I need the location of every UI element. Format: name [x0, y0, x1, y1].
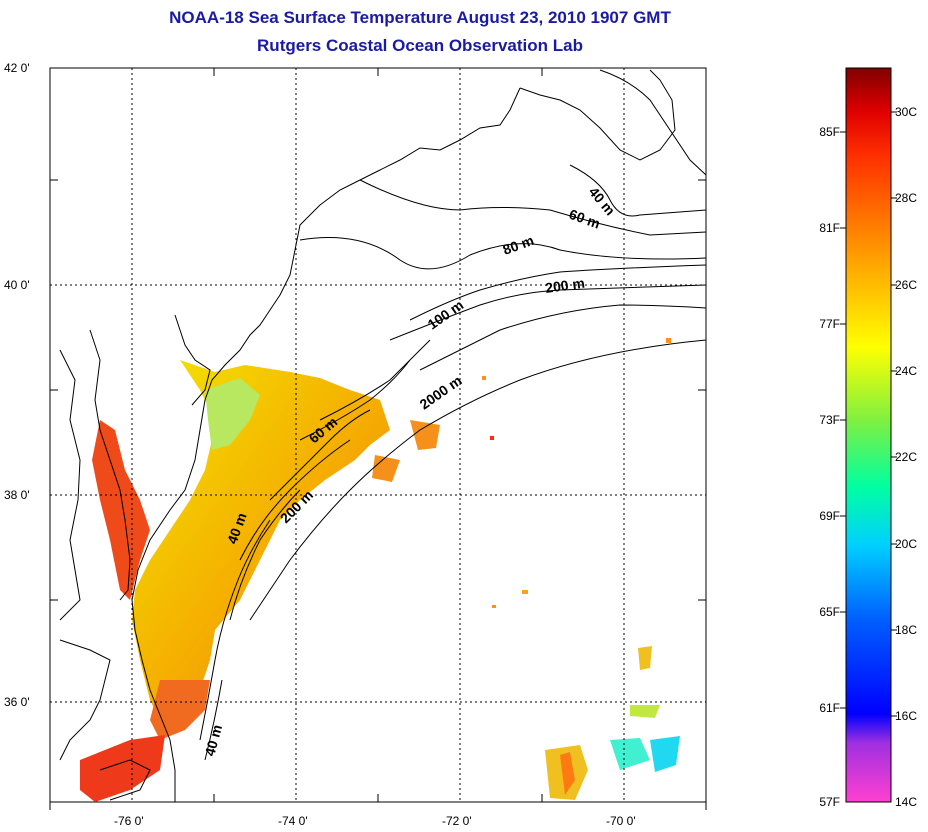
map-subtitle: Rutgers Coastal Ocean Observation Lab: [257, 36, 583, 55]
colorbar-f-label: 73F: [819, 413, 840, 427]
colorbar-c-label: 24C: [895, 364, 918, 378]
colorbar-f-label: 69F: [819, 509, 840, 523]
lat-label: 38 0': [4, 488, 30, 502]
contour-label: 40 m: [201, 723, 225, 758]
shelf-sst-patch: [132, 360, 390, 720]
bathymetry-contours: [199, 69, 707, 761]
colorbar-c-label: 20C: [895, 537, 918, 551]
colorbar-f-label: 61F: [819, 701, 840, 715]
colorbar-f-label: 81F: [819, 221, 840, 235]
lat-label: 40 0': [4, 278, 30, 292]
graticule: [50, 68, 706, 802]
colorbar: [845, 67, 892, 803]
coastline: [59, 69, 676, 802]
colorbar-c-label: 22C: [895, 450, 918, 464]
colorbar-ticks: [840, 111, 897, 717]
lon-label: -74 0': [278, 814, 308, 828]
lat-label: 42 0': [4, 61, 30, 75]
pamlico-sst: [80, 735, 165, 802]
contour-label: 200 m: [544, 275, 586, 296]
map-title: NOAA-18 Sea Surface Temperature August 2…: [169, 8, 671, 27]
lon-label: -72 0': [442, 814, 472, 828]
colorbar-c-label: 30C: [895, 105, 918, 119]
colorbar-c-label: 14C: [895, 795, 918, 809]
colorbar-c-label: 26C: [895, 278, 918, 292]
colorbar-f-label: 85F: [819, 125, 840, 139]
cool-sst-patch: [205, 378, 260, 450]
colorbar-c-label: 28C: [895, 191, 918, 205]
colorbar-f-label: 65F: [819, 605, 840, 619]
sst-data-layer: [80, 338, 680, 802]
tick-marks: [49, 68, 707, 810]
lon-label: -70 0': [606, 814, 636, 828]
colorbar-c-label: 18C: [895, 623, 918, 637]
lat-label: 36 0': [4, 695, 30, 709]
lon-label: -76 0': [114, 814, 144, 828]
colorbar-f-label: 57F: [819, 795, 840, 809]
chesapeake-sst: [92, 420, 150, 600]
colorbar-c-label: 16C: [895, 709, 918, 723]
colorbar-f-label: 77F: [819, 317, 840, 331]
